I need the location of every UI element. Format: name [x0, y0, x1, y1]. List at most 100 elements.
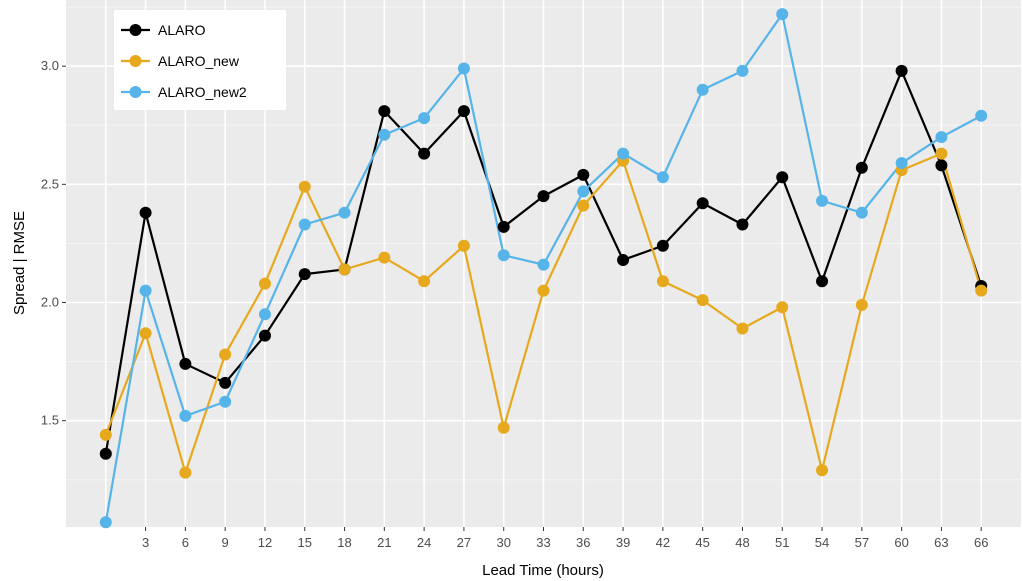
x-tick-label: 6: [182, 535, 189, 550]
x-tick-label: 39: [616, 535, 630, 550]
data-point-0: [418, 147, 431, 160]
x-tick-label: 48: [735, 535, 749, 550]
data-point-2: [298, 218, 311, 231]
y-tick-label: 2.0: [41, 294, 59, 309]
y-tick-label: 3.0: [41, 58, 59, 73]
y-tick-label: 1.5: [41, 413, 59, 428]
legend-label-alaro-new2: ALARO_new2: [158, 84, 247, 100]
data-point-1: [457, 239, 470, 252]
data-point-2: [656, 171, 669, 184]
x-tick-label: 24: [417, 535, 431, 550]
data-point-0: [895, 64, 908, 77]
data-point-0: [457, 105, 470, 118]
data-point-1: [497, 421, 510, 434]
data-point-0: [617, 253, 630, 266]
data-point-2: [179, 409, 192, 422]
data-point-2: [338, 206, 351, 219]
data-point-0: [935, 159, 948, 172]
data-point-1: [378, 251, 391, 264]
data-point-0: [855, 161, 868, 174]
data-point-2: [617, 147, 630, 160]
x-tick-label: 36: [576, 535, 590, 550]
x-tick-label: 57: [855, 535, 869, 550]
data-point-1: [855, 298, 868, 311]
data-point-2: [816, 194, 829, 207]
data-point-2: [99, 516, 112, 529]
data-point-1: [935, 147, 948, 160]
data-point-1: [179, 466, 192, 479]
data-point-2: [497, 249, 510, 262]
data-point-0: [219, 376, 232, 389]
data-point-0: [816, 275, 829, 288]
x-tick-label: 42: [656, 535, 670, 550]
data-point-0: [258, 329, 271, 342]
data-point-2: [736, 64, 749, 77]
data-point-0: [298, 268, 311, 281]
data-point-2: [378, 128, 391, 141]
x-axis-title: Lead Time (hours): [482, 562, 604, 579]
data-point-0: [99, 447, 112, 460]
x-tick-label: 30: [496, 535, 510, 550]
data-point-0: [656, 239, 669, 252]
data-point-1: [776, 301, 789, 314]
data-point-1: [736, 322, 749, 335]
legend-label-alaro-new: ALARO_new: [158, 53, 240, 69]
data-point-2: [855, 206, 868, 219]
data-point-0: [139, 206, 152, 219]
data-point-0: [776, 171, 789, 184]
data-point-2: [258, 308, 271, 321]
data-point-1: [298, 180, 311, 193]
y-axis-ticks: 1.5 2.0 2.5 3.0: [41, 58, 66, 428]
legend-keys: [121, 24, 150, 98]
data-point-0: [378, 105, 391, 118]
legend-key-point-2: [129, 86, 142, 98]
data-point-2: [696, 83, 709, 96]
data-point-1: [99, 428, 112, 441]
x-tick-label: 45: [695, 535, 709, 550]
x-tick-label: 66: [974, 535, 988, 550]
x-tick-label: 12: [258, 535, 272, 550]
data-point-2: [776, 8, 789, 21]
legend-key-point-1: [129, 55, 142, 67]
data-point-2: [457, 62, 470, 75]
data-point-1: [219, 348, 232, 361]
data-point-1: [975, 284, 988, 297]
x-tick-label: 63: [934, 535, 948, 550]
series-points: [99, 8, 988, 529]
x-tick-label: 33: [536, 535, 550, 550]
data-point-1: [258, 277, 271, 290]
data-point-1: [139, 327, 152, 340]
x-tick-label: 21: [377, 535, 391, 550]
data-point-0: [537, 190, 550, 203]
data-point-2: [219, 395, 232, 408]
data-point-1: [696, 294, 709, 307]
x-tick-label: 18: [337, 535, 351, 550]
data-point-2: [577, 185, 590, 198]
x-tick-label: 15: [298, 535, 312, 550]
x-tick-label: 9: [222, 535, 229, 550]
data-point-2: [895, 157, 908, 170]
data-point-1: [816, 464, 829, 477]
legend-label-alaro: ALARO: [158, 22, 206, 38]
x-tick-label: 3: [142, 535, 149, 550]
data-point-2: [418, 112, 431, 125]
x-tick-label: 27: [457, 535, 471, 550]
data-point-2: [975, 109, 988, 122]
x-tick-label: 51: [775, 535, 789, 550]
data-point-0: [696, 197, 709, 210]
x-tick-label: 60: [894, 535, 908, 550]
data-point-1: [656, 275, 669, 288]
data-point-1: [537, 284, 550, 297]
data-point-1: [577, 199, 590, 212]
data-point-0: [179, 357, 192, 370]
data-point-1: [338, 263, 351, 276]
data-point-2: [935, 131, 948, 144]
legend-key-point-0: [129, 24, 142, 36]
data-point-0: [736, 218, 749, 231]
data-point-0: [497, 220, 510, 233]
x-axis-ticks: 3 6 9 12 15 18 21 24 27 30 33 36 39 42 45 48 51 54 57 60 63 6…: [142, 527, 988, 550]
y-axis-title: Spread | RMSE: [11, 211, 28, 315]
data-point-2: [537, 258, 550, 271]
data-point-1: [418, 275, 431, 288]
